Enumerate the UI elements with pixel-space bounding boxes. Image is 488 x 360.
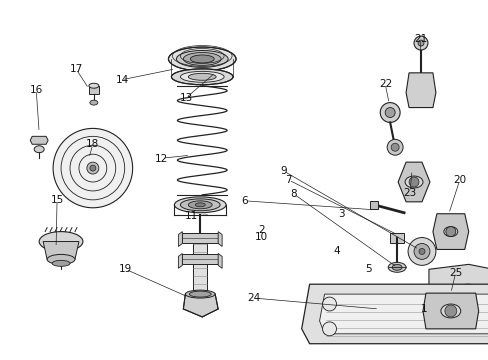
Polygon shape xyxy=(178,231,182,247)
Ellipse shape xyxy=(52,260,70,266)
Ellipse shape xyxy=(176,50,227,67)
Text: 12: 12 xyxy=(155,154,168,163)
Circle shape xyxy=(322,297,336,311)
Ellipse shape xyxy=(39,231,83,251)
Polygon shape xyxy=(319,294,488,334)
Text: 25: 25 xyxy=(448,268,462,278)
Ellipse shape xyxy=(171,69,233,85)
Text: 20: 20 xyxy=(452,175,465,185)
Ellipse shape xyxy=(190,55,214,63)
Ellipse shape xyxy=(174,197,225,213)
Polygon shape xyxy=(301,284,488,344)
Text: 5: 5 xyxy=(365,264,371,274)
Text: 18: 18 xyxy=(86,139,99,149)
Polygon shape xyxy=(405,73,435,108)
Circle shape xyxy=(380,103,399,122)
Circle shape xyxy=(322,322,336,336)
Polygon shape xyxy=(182,255,218,264)
Text: 14: 14 xyxy=(115,75,128,85)
Circle shape xyxy=(413,36,427,50)
Polygon shape xyxy=(43,242,79,260)
Circle shape xyxy=(417,40,423,46)
Polygon shape xyxy=(432,214,468,249)
Ellipse shape xyxy=(90,100,98,105)
Polygon shape xyxy=(218,231,222,247)
Circle shape xyxy=(408,177,418,187)
Ellipse shape xyxy=(185,290,215,298)
Ellipse shape xyxy=(195,203,205,207)
Ellipse shape xyxy=(34,146,44,153)
Text: 9: 9 xyxy=(280,166,286,176)
Polygon shape xyxy=(178,253,182,268)
Ellipse shape xyxy=(47,255,75,264)
Ellipse shape xyxy=(440,304,460,318)
Text: 1: 1 xyxy=(420,303,427,314)
Text: 4: 4 xyxy=(333,247,340,256)
Circle shape xyxy=(407,238,435,265)
Text: 23: 23 xyxy=(403,188,416,198)
Text: 19: 19 xyxy=(119,264,132,274)
Polygon shape xyxy=(369,201,377,209)
Polygon shape xyxy=(428,264,488,291)
Ellipse shape xyxy=(443,227,457,237)
Text: 22: 22 xyxy=(378,78,391,89)
Text: 13: 13 xyxy=(179,93,192,103)
Ellipse shape xyxy=(391,264,401,270)
Ellipse shape xyxy=(183,53,221,66)
Polygon shape xyxy=(218,253,222,268)
Ellipse shape xyxy=(180,199,220,211)
Circle shape xyxy=(390,143,398,151)
Polygon shape xyxy=(89,86,99,94)
Text: 21: 21 xyxy=(413,34,426,44)
Polygon shape xyxy=(182,233,218,243)
Polygon shape xyxy=(389,233,403,243)
Text: 8: 8 xyxy=(289,189,296,199)
Ellipse shape xyxy=(87,162,99,174)
Circle shape xyxy=(413,243,429,260)
Polygon shape xyxy=(397,162,429,202)
Text: 16: 16 xyxy=(30,85,43,95)
Ellipse shape xyxy=(89,83,99,88)
Ellipse shape xyxy=(180,71,224,82)
Text: 15: 15 xyxy=(51,195,64,204)
Text: 24: 24 xyxy=(247,293,260,303)
Polygon shape xyxy=(193,239,207,294)
Text: 2: 2 xyxy=(258,225,264,235)
Ellipse shape xyxy=(387,262,405,272)
Ellipse shape xyxy=(188,201,212,209)
Circle shape xyxy=(386,139,402,155)
Text: 7: 7 xyxy=(285,175,291,185)
Text: 6: 6 xyxy=(241,197,247,206)
Ellipse shape xyxy=(404,176,422,188)
Circle shape xyxy=(385,108,394,117)
Polygon shape xyxy=(183,294,218,317)
Ellipse shape xyxy=(188,73,216,80)
Polygon shape xyxy=(30,136,48,144)
Circle shape xyxy=(418,248,424,255)
Ellipse shape xyxy=(90,165,96,171)
Circle shape xyxy=(445,227,455,237)
Ellipse shape xyxy=(168,47,236,71)
Text: 17: 17 xyxy=(70,64,83,74)
Ellipse shape xyxy=(53,129,132,208)
Polygon shape xyxy=(422,293,478,329)
Text: 3: 3 xyxy=(338,209,345,219)
Circle shape xyxy=(444,305,456,317)
Text: 11: 11 xyxy=(184,211,197,221)
Ellipse shape xyxy=(189,291,211,297)
Text: 10: 10 xyxy=(254,232,267,242)
